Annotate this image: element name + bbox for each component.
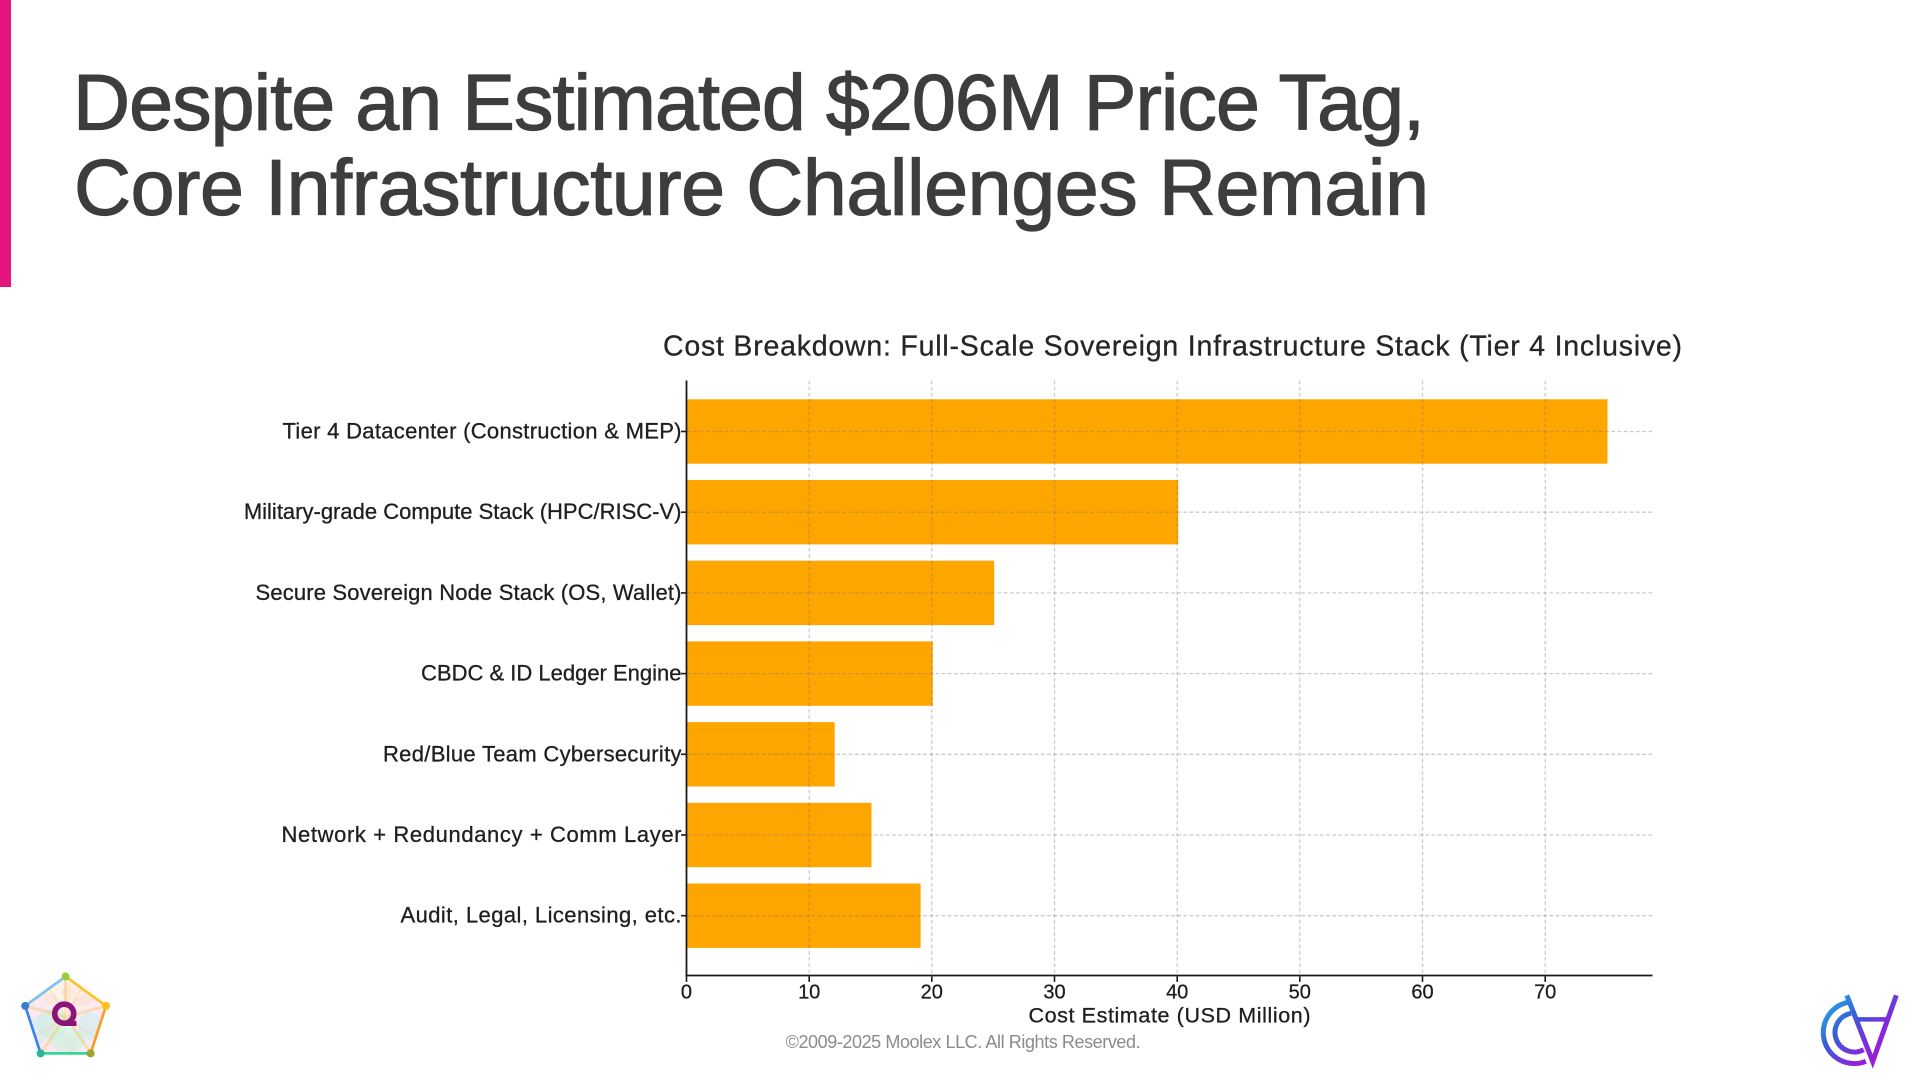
svg-text:©2009-2025 Moolex LLC. All Rig: ©2009-2025 Moolex LLC. All Rights Reserv… bbox=[786, 1032, 1141, 1052]
svg-text:CBDC & ID Ledger Engine: CBDC & ID Ledger Engine bbox=[421, 661, 681, 686]
svg-text:Audit, Legal, Licensing, etc.: Audit, Legal, Licensing, etc. bbox=[401, 903, 682, 928]
svg-text:50: 50 bbox=[1289, 981, 1311, 1003]
svg-text:Secure Sovereign Node Stack (O: Secure Sovereign Node Stack (OS, Wallet) bbox=[256, 580, 682, 605]
svg-text:Core Infrastructure Challenges: Core Infrastructure Challenges Remain bbox=[74, 142, 1429, 231]
svg-text:60: 60 bbox=[1411, 981, 1433, 1003]
svg-text:Military-grade Compute Stack (: Military-grade Compute Stack (HPC/RISC-V… bbox=[244, 499, 682, 524]
svg-text:Despite an Estimated $206M Pri: Despite an Estimated $206M Price Tag, bbox=[73, 57, 1425, 146]
svg-text:0: 0 bbox=[681, 981, 692, 1003]
svg-text:10: 10 bbox=[798, 981, 820, 1003]
svg-text:40: 40 bbox=[1166, 981, 1188, 1003]
svg-text:Cost Estimate (USD Million): Cost Estimate (USD Million) bbox=[1029, 1004, 1311, 1028]
svg-text:Red/Blue Team Cybersecurity: Red/Blue Team Cybersecurity bbox=[383, 741, 682, 766]
svg-text:30: 30 bbox=[1043, 981, 1065, 1003]
svg-text:Cost Breakdown: Full-Scale Sov: Cost Breakdown: Full-Scale Sovereign Inf… bbox=[663, 330, 1682, 362]
svg-text:20: 20 bbox=[921, 981, 943, 1003]
svg-text:Tier 4 Datacenter (Constructio: Tier 4 Datacenter (Construction & MEP) bbox=[283, 419, 682, 444]
svg-text:Network + Redundancy + Comm La: Network + Redundancy + Comm Layer bbox=[282, 822, 682, 847]
svg-text:70: 70 bbox=[1534, 981, 1556, 1003]
